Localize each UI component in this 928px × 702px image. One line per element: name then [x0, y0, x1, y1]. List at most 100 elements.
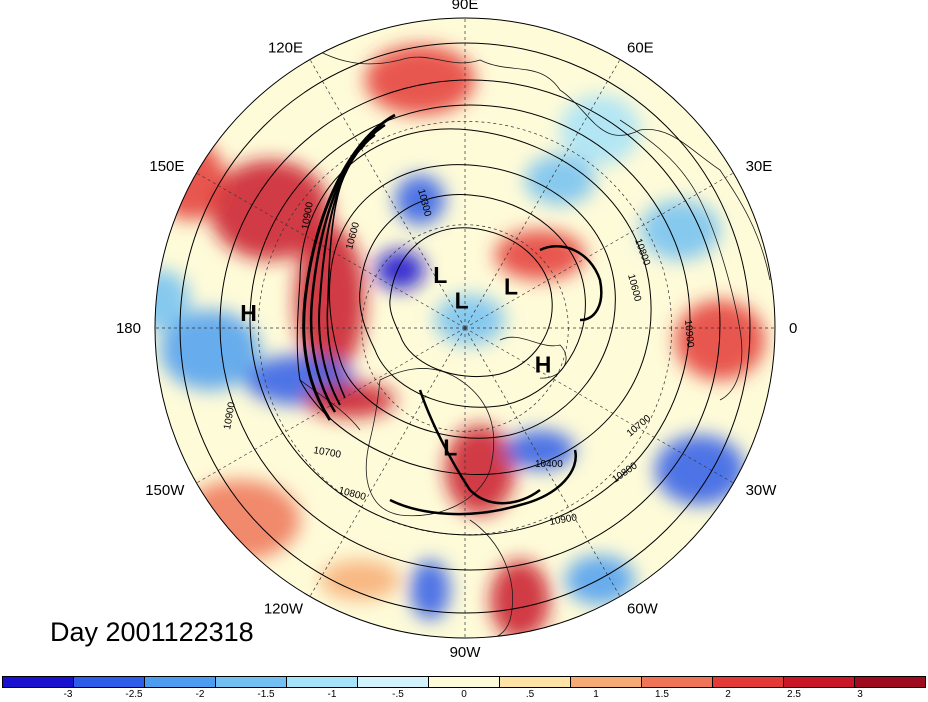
anomaly-patch: [655, 435, 745, 505]
colorbar-tick-label: 2.5: [787, 689, 801, 700]
contour-label: 10700: [312, 445, 342, 461]
anomaly-patch: [435, 295, 505, 345]
low-pressure-marker: L: [504, 274, 518, 300]
meridian-line: [464, 172, 734, 329]
high-pressure-marker: H: [535, 351, 552, 377]
jet-contour-6: [389, 449, 577, 516]
colorbar-swatch: [287, 677, 358, 687]
meridian-line: [309, 327, 466, 597]
anomaly-patch: [305, 382, 395, 418]
anomaly-patch: [155, 140, 225, 220]
contour-10400: [359, 193, 586, 408]
longitude-label: 150E: [149, 158, 184, 175]
contour-10700: [249, 104, 691, 536]
europe-coast: [619, 119, 743, 401]
map-title: Day 2001122318: [50, 617, 254, 647]
greenland-coast: [499, 336, 567, 379]
meridian-line: [464, 59, 621, 329]
colorbar-tick-label: -2.5: [125, 689, 143, 700]
colorbar-tick-label: 0: [461, 689, 467, 700]
longitude-label: 90W: [450, 644, 482, 661]
colorbar-tick-label: -1: [327, 689, 337, 700]
colorbar-tick-label: 1.5: [655, 689, 669, 700]
low-pressure-marker: L: [443, 435, 457, 461]
anomaly-patch: [365, 45, 475, 115]
longitude-label: 180: [116, 320, 141, 337]
contour-10900-outer: [179, 42, 751, 614]
colorbar-ticks: -3 -2.5 -2 -1.5 -1 -.5 0 .5 1 1.5 2 2.5 3: [0, 689, 928, 702]
contour-label: 10900: [682, 319, 695, 348]
low-pressure-marker: L: [433, 262, 447, 288]
colorbar-swatch: [74, 677, 145, 687]
coastlines: [299, 39, 771, 638]
longitude-label: 60E: [627, 39, 654, 56]
longitude-label: 120W: [264, 601, 304, 618]
anomaly-patch: [375, 250, 425, 290]
north-america-coast: [365, 368, 495, 517]
longitude-label: 30E: [746, 158, 773, 175]
anomaly-field: [155, 18, 775, 638]
high-pressure-marker: H: [240, 300, 257, 326]
colorbar-tick-label: -2: [195, 689, 205, 700]
longitude-label: 30W: [746, 482, 778, 499]
anomaly-patch: [155, 270, 190, 330]
eurasia-coast: [299, 39, 771, 281]
anomaly-patch: [495, 230, 585, 280]
meridian-line: [309, 59, 466, 329]
colorbar-tick-label: -1.5: [257, 689, 275, 700]
longitude-labels: 90E 60E 30E 0 30W 60W 90W 120W 150W 180 150E 120E: [116, 0, 797, 661]
longitude-label: 150W: [145, 482, 185, 499]
anomaly-patch: [320, 560, 400, 600]
colorbar-tick-label: -3: [63, 689, 73, 700]
jet-contour-1: [302, 113, 396, 421]
colorbar-tick-label: .5: [525, 689, 535, 700]
anomaly-patch: [210, 160, 330, 260]
anomaly-patch: [160, 310, 260, 390]
colorbar-tick-label: 3: [857, 689, 863, 700]
longitude-label: 90E: [452, 0, 479, 13]
colorbar-swatch: [429, 677, 500, 687]
jet-contour-4: [326, 144, 366, 399]
colorbar-swatch: [358, 677, 429, 687]
colorbar-swatch: [500, 677, 571, 687]
contour-label: 10400: [535, 459, 563, 470]
anomaly-patch: [560, 95, 640, 165]
height-contours: [179, 42, 751, 614]
anomaly-patch: [505, 430, 575, 470]
meridian-line: [464, 327, 734, 484]
colorbar-swatch: [571, 677, 642, 687]
meridian-line: [196, 172, 466, 329]
longitude-label: 0: [789, 320, 797, 337]
anomaly-patch: [525, 155, 595, 205]
contour-10300: [389, 227, 553, 378]
contour-10500: [329, 164, 616, 439]
contour-label: 10900: [222, 401, 238, 431]
anomaly-patch: [565, 555, 635, 605]
jet-contour-5: [418, 389, 541, 505]
anomaly-blobs: [155, 45, 765, 638]
low-pressure-marker: L: [455, 288, 469, 314]
colorbar-tick-label: -.5: [392, 689, 404, 700]
meridian-line: [464, 327, 621, 597]
anomaly-patch: [395, 175, 445, 225]
colorbar-swatch: [713, 677, 784, 687]
colorbar-swatch: [216, 677, 287, 687]
anomaly-patch: [490, 560, 550, 638]
contour-10800: [219, 79, 721, 571]
colorbar: [2, 676, 926, 688]
contour-10600: [296, 128, 652, 475]
anomaly-patch: [180, 480, 300, 560]
alaska-coast: [299, 379, 361, 431]
colorbar-swatch: [642, 677, 713, 687]
contour-label: 10900: [549, 512, 579, 528]
anomaly-patch: [445, 425, 515, 515]
jet-contours: [302, 113, 603, 516]
map-boundary: [154, 17, 776, 639]
contour-label: 10900: [300, 201, 316, 231]
meridian-line: [196, 327, 466, 484]
colorbar-tick-label: 2: [725, 689, 731, 700]
colorbar-swatch: [784, 677, 855, 687]
jet-contour-7: [539, 245, 603, 322]
longitude-label: 120E: [268, 39, 303, 56]
